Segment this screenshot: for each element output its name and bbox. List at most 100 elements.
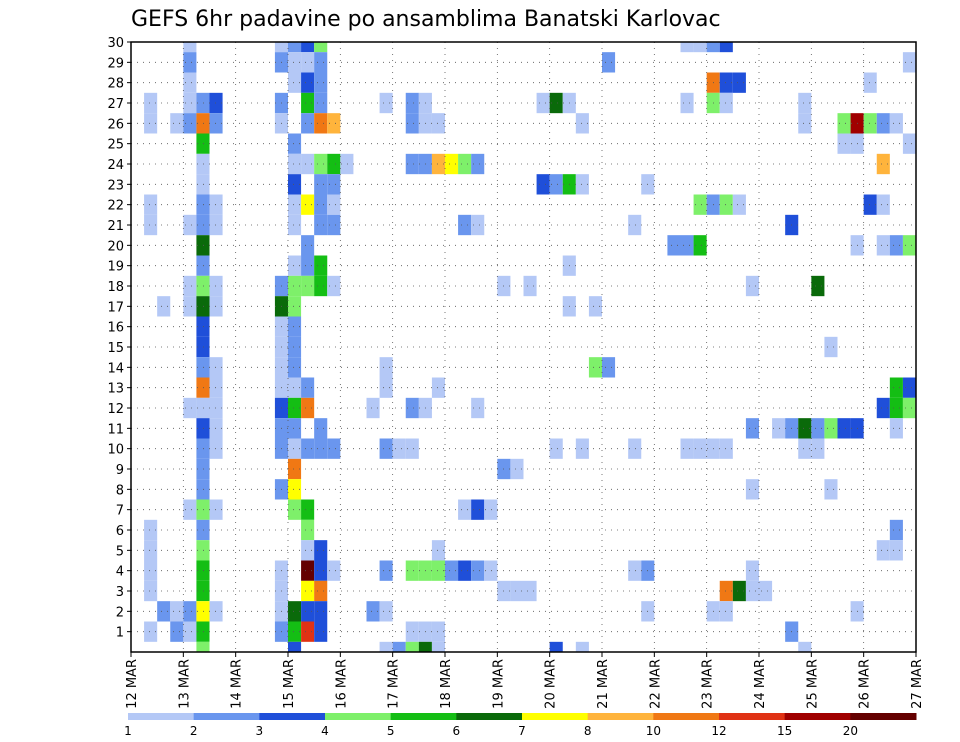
- heatmap-cell: [314, 52, 328, 73]
- heatmap-cell: [301, 153, 315, 175]
- heatmap-cell: [183, 499, 197, 520]
- heatmap-cell: [196, 174, 210, 195]
- heatmap-cell: [719, 580, 733, 602]
- heatmap-cell: [458, 560, 472, 581]
- heatmap-cell: [196, 214, 210, 236]
- heatmap-cell: [680, 438, 694, 459]
- heatmap-cell: [549, 641, 563, 652]
- heatmap-cell: [418, 641, 432, 652]
- heatmap-cell: [471, 397, 485, 419]
- heatmap-cell: [837, 133, 851, 154]
- heatmap-cell: [732, 194, 746, 215]
- heatmap-cell: [392, 438, 406, 459]
- heatmap-cell: [288, 336, 302, 358]
- heatmap-cell: [431, 377, 445, 398]
- heatmap-cell: [706, 42, 720, 53]
- heatmap-cell: [876, 153, 890, 175]
- colorbar-swatch: [719, 713, 786, 720]
- y-tick-label: 25: [107, 138, 124, 153]
- x-tick-label: 26 MAR: [858, 659, 873, 709]
- heatmap-cell: [196, 641, 210, 652]
- heatmap-cell: [628, 560, 642, 581]
- y-tick-label: 2: [116, 605, 124, 620]
- y-tick-label: 8: [116, 483, 124, 498]
- heatmap-cell: [575, 113, 589, 134]
- heatmap-cell: [889, 113, 903, 134]
- heatmap-cell: [798, 641, 812, 652]
- x-tick-label: 13 MAR: [177, 659, 192, 709]
- heatmap-cell: [405, 641, 419, 652]
- colorbar-label: 4: [321, 724, 329, 738]
- heatmap-cell: [824, 418, 838, 439]
- x-tick-label: 27 MAR: [910, 659, 925, 709]
- heatmap-cell: [314, 72, 328, 93]
- heatmap-cell: [288, 42, 302, 53]
- y-tick-label: 28: [107, 77, 124, 92]
- heatmap-cell: [196, 438, 210, 459]
- heatmap-cell: [301, 621, 315, 642]
- heatmap-cell: [274, 42, 288, 53]
- colorbar-label: 8: [584, 724, 592, 738]
- heatmap-cell: [183, 92, 197, 114]
- heatmap-cell: [523, 580, 537, 602]
- heatmap-cell: [327, 174, 341, 195]
- heatmap-cell: [288, 479, 302, 500]
- heatmap-cell: [209, 113, 223, 134]
- heatmap-cell: [523, 275, 537, 297]
- heatmap-cell: [196, 540, 210, 561]
- y-tick-label: 9: [116, 463, 124, 478]
- heatmap-cell: [745, 479, 759, 500]
- y-tick-label: 12: [107, 402, 124, 417]
- x-tick-label: 12 MAR: [125, 659, 140, 709]
- colorbar-swatch: [784, 713, 851, 720]
- heatmap-cell: [314, 560, 328, 581]
- heatmap-cell: [798, 418, 812, 439]
- y-tick-label: 21: [107, 219, 124, 234]
- heatmap-cell: [288, 296, 302, 317]
- x-tick-label: 22 MAR: [648, 659, 663, 709]
- heatmap-cell: [209, 275, 223, 297]
- heatmap-cell: [327, 153, 341, 175]
- heatmap-cell: [170, 113, 184, 134]
- heatmap-cell: [209, 499, 223, 520]
- heatmap-cell: [314, 580, 328, 602]
- heatmap-cell: [301, 52, 315, 73]
- y-tick-label: 4: [116, 565, 124, 580]
- heatmap-cell: [301, 275, 315, 297]
- x-axis: 12 MAR 13 MAR 14 MAR 15 MAR 16 MAR 17 MAR 18 M…: [125, 652, 925, 709]
- heatmap-cell: [209, 418, 223, 439]
- heatmap-cell: [183, 296, 197, 317]
- heatmap-cell: [196, 499, 210, 520]
- colorbar-label: 5: [387, 724, 395, 738]
- heatmap-cell: [288, 458, 302, 480]
- y-tick-label: 22: [107, 199, 124, 214]
- heatmap-cell: [902, 377, 916, 398]
- heatmap-cell: [902, 133, 916, 154]
- heatmap-cell: [314, 418, 328, 439]
- colorbar-swatch: [850, 713, 917, 720]
- heatmap-cell: [301, 42, 315, 53]
- heatmap-cell: [144, 580, 158, 602]
- heatmap-cell: [863, 113, 877, 134]
- y-tick-label: 3: [116, 585, 124, 600]
- heatmap-cell: [196, 194, 210, 215]
- heatmap-cell: [667, 235, 681, 256]
- heatmap-cell: [183, 42, 197, 53]
- heatmap-cell: [301, 194, 315, 215]
- heatmap-cell: [288, 174, 302, 195]
- colorbar-swatch: [522, 713, 589, 720]
- heatmap-cell: [170, 601, 184, 622]
- heatmap-cell: [889, 397, 903, 419]
- heatmap-cell: [183, 113, 197, 134]
- heatmap-cell: [209, 214, 223, 236]
- heatmap-cell: [144, 560, 158, 581]
- heatmap-cell: [719, 601, 733, 622]
- heatmap-cell: [314, 255, 328, 276]
- heatmap-cell: [379, 92, 393, 114]
- heatmap-cell: [876, 194, 890, 215]
- heatmap-cell: [196, 336, 210, 358]
- x-tick-label: 20 MAR: [544, 659, 559, 709]
- heatmap-cell: [445, 153, 459, 175]
- heatmap-cell: [680, 42, 694, 53]
